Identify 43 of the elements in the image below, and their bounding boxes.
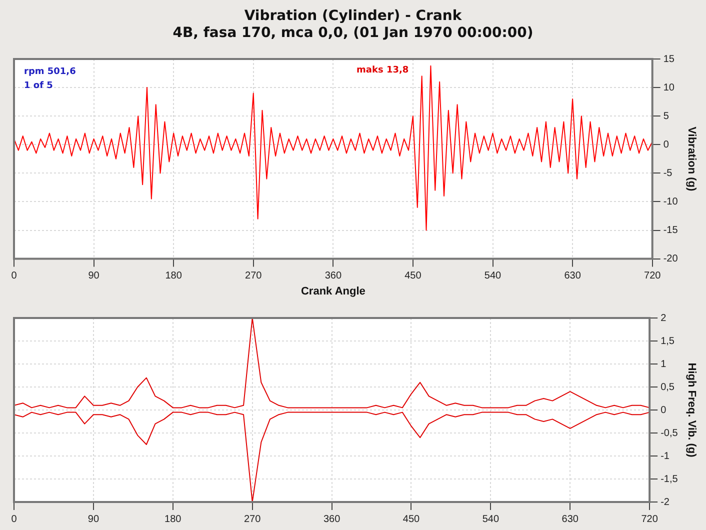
y-tick-label: 0 [660,404,667,416]
y-tick-label: -2 [660,496,670,508]
annotation: 1 of 5 [24,80,53,91]
y-tick-label: -20 [663,254,678,265]
x-tick-label: 540 [482,514,500,525]
y-tick-label: 2 [660,312,667,324]
y-tick-label: 15 [663,54,675,65]
x-tick-label: 180 [164,514,182,525]
x-tick-label: 450 [404,270,422,282]
x-tick-label: 450 [402,514,420,525]
x-tick-label: 90 [88,514,100,525]
x-tick-label: 630 [564,270,582,282]
y-tick-label: -10 [663,196,678,208]
x-tick-label: 270 [245,270,262,282]
x-axis-title: Crank Angle [300,285,366,298]
x-tick-label: 360 [323,514,341,525]
x-tick-label: 270 [244,514,262,525]
y-tick-label: -15 [663,225,678,236]
x-tick-label: 540 [484,270,502,282]
y-tick-label: 0,5 [660,382,675,393]
x-tick-label: 720 [641,514,658,525]
x-tick-label: 360 [324,270,342,282]
y-tick-label: -1 [660,450,670,462]
y-axis-title: High Freq. Vib. (g) [685,362,698,458]
y-tick-label: 5 [663,110,670,122]
x-tick-label: 90 [88,270,100,282]
y-tick-label: 1 [660,358,667,370]
y-axis-title: Vibration (g) [685,126,698,192]
x-tick-label: 720 [644,270,662,282]
y-tick-label: 1,5 [660,336,675,347]
y-tick-label: 10 [663,82,675,94]
annotation: rpm 501,6 [24,66,76,77]
x-tick-label: 0 [11,270,18,282]
y-tick-label: -0,5 [660,428,678,439]
x-tick-label: 0 [11,514,18,525]
y-tick-label: -1,5 [660,474,678,485]
x-tick-label: 180 [165,270,182,282]
chart-title: Vibration (Cylinder) - Crank [243,8,463,25]
y-tick-label: -5 [663,168,673,179]
x-tick-label: 630 [562,514,579,525]
y-tick-label: 0 [663,139,670,150]
annotation: maks 13,8 [356,66,409,76]
chart-subtitle: 4B, fasa 170, mca 0,0, (01 Jan 1970 00:00:00) [172,25,534,42]
